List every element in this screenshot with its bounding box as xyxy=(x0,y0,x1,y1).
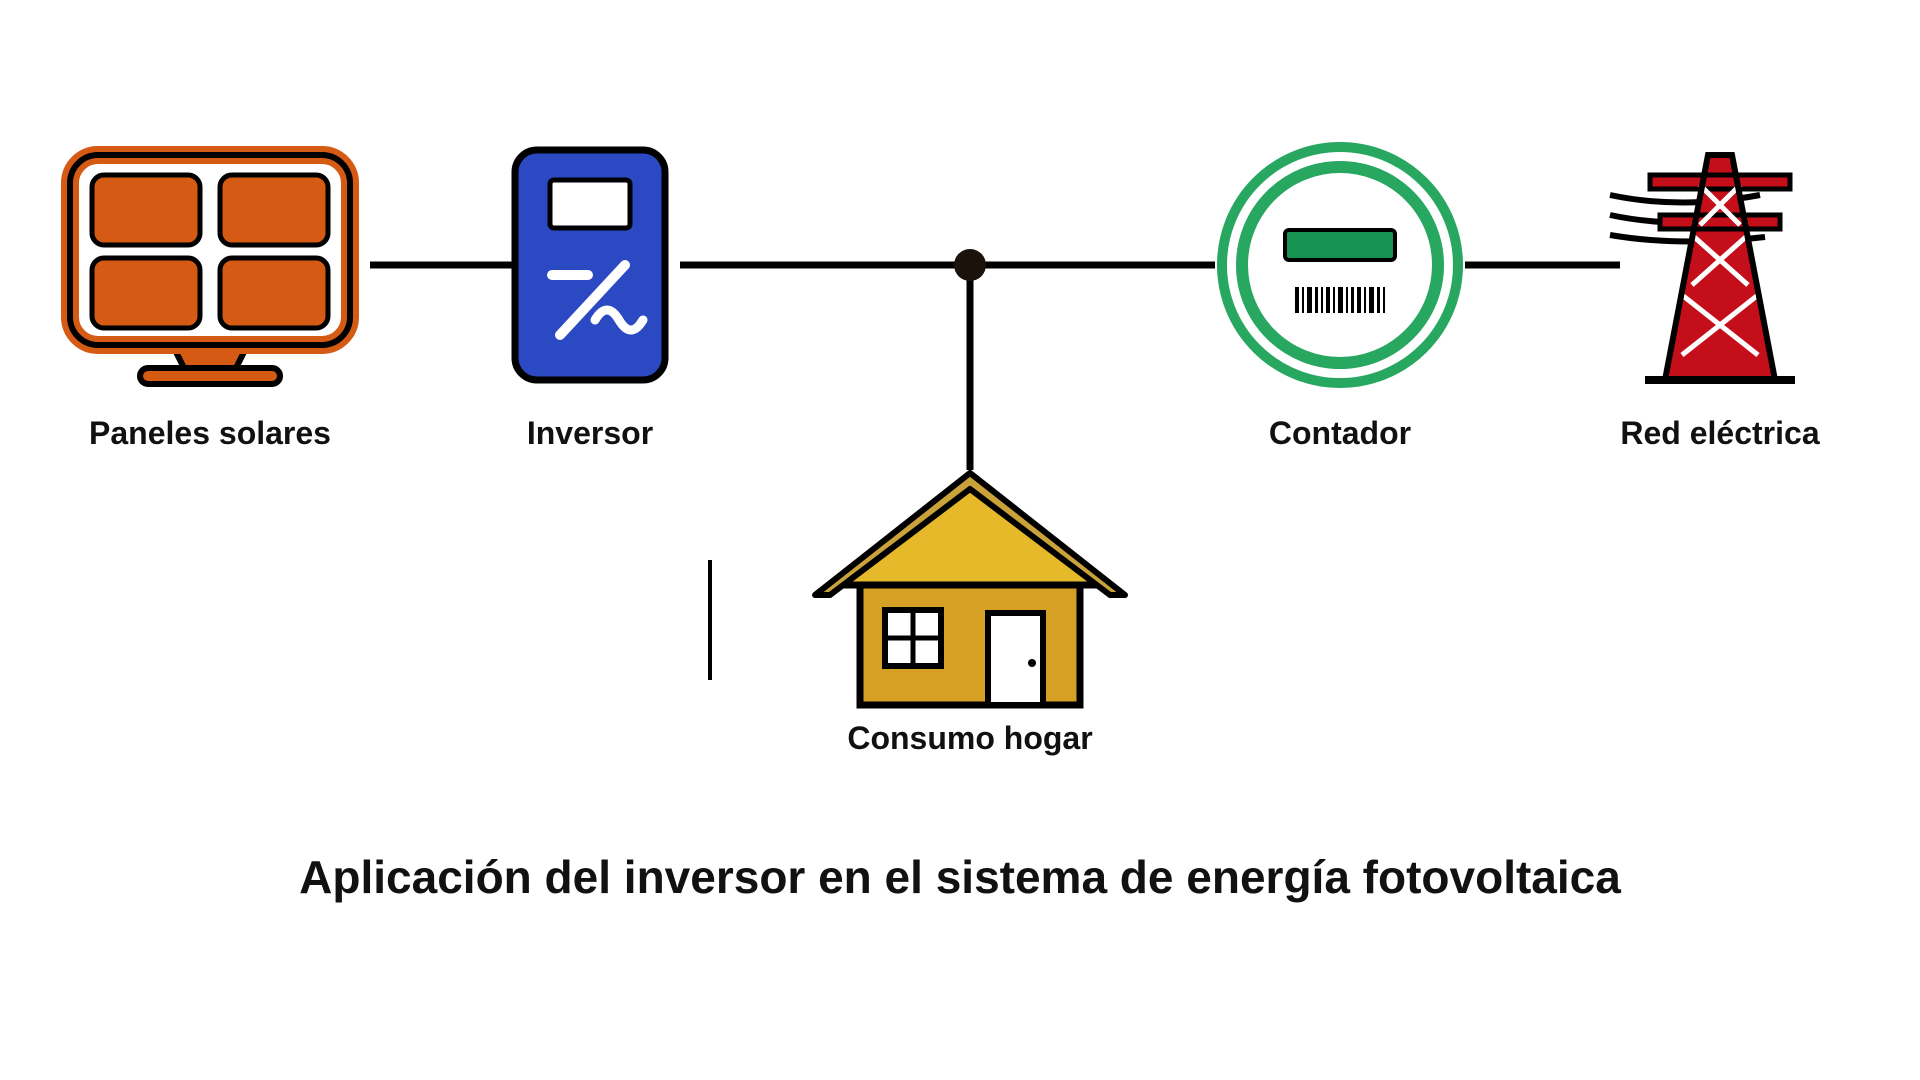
diagram-canvas xyxy=(0,0,1920,1080)
meter-icon xyxy=(1222,147,1458,383)
label-house: Consumo hogar xyxy=(810,720,1130,757)
label-inverter: Inversor xyxy=(470,415,710,452)
inverter-icon xyxy=(515,150,665,380)
grid-tower-icon xyxy=(1610,155,1795,380)
junction-dot xyxy=(954,249,986,281)
diagram-title: Aplicación del inversor en el sistema de… xyxy=(0,850,1920,904)
label-grid: Red eléctrica xyxy=(1580,415,1860,452)
label-meter: Contador xyxy=(1220,415,1460,452)
diagram-stage: Paneles solares Inversor Contador Red el… xyxy=(0,0,1920,1080)
solar-panel-icon xyxy=(70,155,350,384)
label-panels: Paneles solares xyxy=(60,415,360,452)
house-icon xyxy=(815,473,1125,705)
